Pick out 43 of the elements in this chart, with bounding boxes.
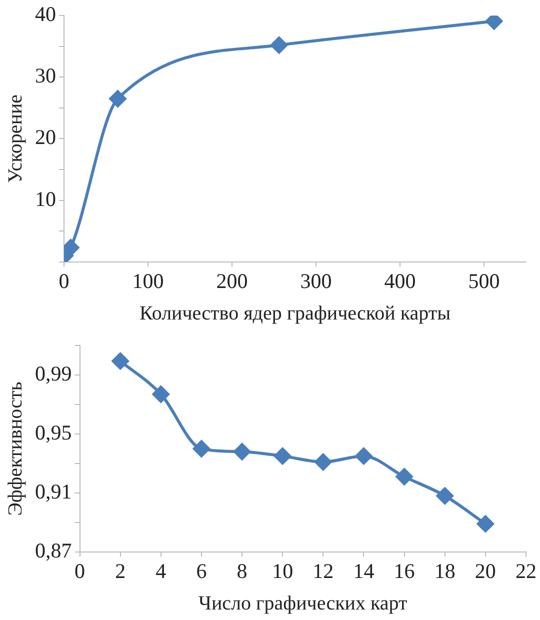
x-tick-label: 18 [434,558,456,583]
x-tick-label: 4 [156,558,167,583]
y-tick-label: 0,91 [35,479,72,504]
y-tick-label: 30 [35,64,56,88]
point [486,16,503,30]
y-tick-label: 10 [35,186,56,211]
y-tick-label: 40 [35,2,56,26]
x-axis-title: Количество ядер графической карты [139,302,451,324]
point [314,453,332,470]
y-tick-label: 20 [35,125,56,150]
x-tick-label: 200 [216,268,248,293]
x-tick-label: 100 [132,268,164,293]
x-tick-label: 22 [516,558,536,583]
x-tick-label: 0 [74,558,85,583]
x-tick-label: 300 [300,268,332,293]
point [109,90,126,108]
x-tick-label: 8 [236,558,248,583]
y-axis-title: Эффективность [4,382,26,516]
y-tick-label: 0,87 [35,538,72,562]
x-tick-label: 20 [474,558,496,583]
x-tick-label: 16 [394,558,415,583]
point [192,440,210,458]
point [270,36,288,54]
point [355,448,372,465]
point [396,468,413,486]
point [234,443,251,460]
x-tick-label: 0 [58,268,70,293]
x-tick-label: 2 [115,558,126,583]
x-tick-label: 12 [312,558,334,583]
x-tick-label: 14 [353,558,375,583]
point [436,487,454,504]
x-tick-label: 400 [384,268,416,293]
x-axis-title: Число графических карт [198,592,408,614]
x-tick-label: 10 [272,558,294,583]
point [112,352,129,370]
y-axis-title: Ускорение [4,94,26,183]
point [152,386,170,403]
point [274,448,292,465]
x-tick-label: 6 [196,558,207,583]
y-tick-label: 0,95 [35,420,72,444]
y-tick-label: 0,99 [35,362,72,386]
point [476,515,494,532]
x-tick-label: 500 [468,268,500,293]
